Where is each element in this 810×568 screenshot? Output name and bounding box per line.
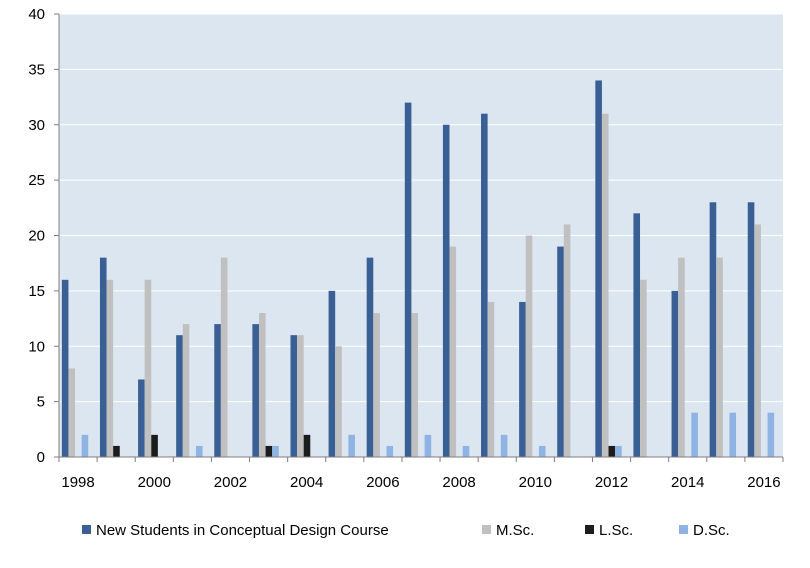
- bars: [61, 80, 775, 458]
- bar: [138, 379, 145, 457]
- x-tick-label: 2010: [519, 474, 552, 491]
- y-tick-label: 0: [37, 449, 45, 466]
- bar: [462, 445, 470, 457]
- bar: [519, 301, 526, 457]
- bar: [538, 445, 546, 457]
- bar: [144, 279, 152, 457]
- bar: [214, 324, 221, 457]
- bar: [633, 213, 641, 457]
- bar: [767, 412, 775, 457]
- bar: [716, 257, 723, 457]
- bar: [113, 445, 120, 457]
- bar: [404, 102, 412, 457]
- bar: [151, 434, 158, 457]
- legend-label: New Students in Conceptual Design Course: [96, 522, 389, 539]
- bar: [303, 434, 311, 457]
- bar: [272, 445, 279, 457]
- bar: [373, 313, 380, 457]
- bar: [691, 412, 698, 457]
- bar: [449, 246, 457, 457]
- legend-label: M.Sc.: [496, 522, 534, 539]
- x-tick-label: 2014: [671, 474, 704, 491]
- bar: [182, 324, 190, 457]
- bar: [290, 335, 298, 457]
- x-tick-label: 2012: [595, 474, 628, 491]
- y-tick-label: 15: [28, 283, 45, 300]
- bar: [487, 301, 495, 457]
- bar: [348, 434, 355, 457]
- bar: [500, 434, 508, 457]
- x-tick-label: 2004: [290, 474, 323, 491]
- bar: [747, 202, 755, 457]
- y-tick-label: 40: [28, 6, 45, 23]
- bar: [481, 113, 488, 458]
- legend: New Students in Conceptual Design Course…: [82, 522, 730, 539]
- bar: [671, 290, 679, 457]
- x-tick-label: 2000: [138, 474, 171, 491]
- bar: [252, 324, 259, 457]
- bar: [176, 335, 183, 457]
- bar: [640, 279, 647, 457]
- bar: [424, 434, 432, 457]
- bar: [265, 445, 273, 457]
- x-tick-label: 2006: [366, 474, 399, 491]
- x-axis-ticks: 1998 2000 2002 2004 2006 2008 2010 2012 2014 2016: [58, 457, 784, 491]
- legend-swatch: [679, 525, 688, 534]
- bar: [195, 445, 203, 457]
- x-tick-label: 2002: [214, 474, 247, 491]
- y-tick-label: 20: [28, 228, 45, 245]
- bar: [608, 445, 616, 457]
- bar: [709, 202, 717, 457]
- bar: [595, 80, 602, 457]
- y-tick-label: 5: [37, 394, 45, 411]
- bar: [615, 445, 622, 457]
- bar: [297, 335, 304, 457]
- legend-label: D.Sc.: [693, 522, 730, 539]
- legend-label: L.Sc.: [599, 522, 633, 539]
- x-tick-label: 2008: [442, 474, 475, 491]
- bar: [335, 346, 342, 457]
- bar: [411, 313, 418, 457]
- legend-swatch: [585, 525, 594, 534]
- y-tick-label: 30: [28, 117, 45, 134]
- x-tick-label: 1998: [61, 474, 94, 491]
- bar: [328, 290, 336, 457]
- bar: [678, 257, 685, 457]
- bar: [386, 445, 394, 457]
- bar: [220, 257, 228, 457]
- bar: [754, 224, 761, 457]
- y-axis-ticks: 0 5 10 15 20 25 30 35 40: [28, 6, 59, 466]
- bar: [61, 279, 69, 457]
- legend-swatch: [82, 525, 91, 534]
- bar: [258, 313, 266, 457]
- bar: [366, 257, 374, 457]
- bar: [81, 434, 89, 457]
- bar: [68, 368, 76, 457]
- bar: [442, 124, 450, 457]
- bar: [106, 279, 114, 457]
- bar: [563, 224, 571, 457]
- legend-swatch: [482, 525, 491, 534]
- x-tick-label: 2016: [747, 474, 780, 491]
- y-tick-label: 25: [28, 172, 45, 189]
- y-tick-label: 35: [28, 61, 45, 78]
- bar: [729, 412, 737, 457]
- y-tick-label: 10: [28, 338, 45, 355]
- bar: [525, 235, 533, 457]
- bar: [557, 246, 564, 457]
- bar: [601, 113, 609, 458]
- bar: [99, 257, 107, 457]
